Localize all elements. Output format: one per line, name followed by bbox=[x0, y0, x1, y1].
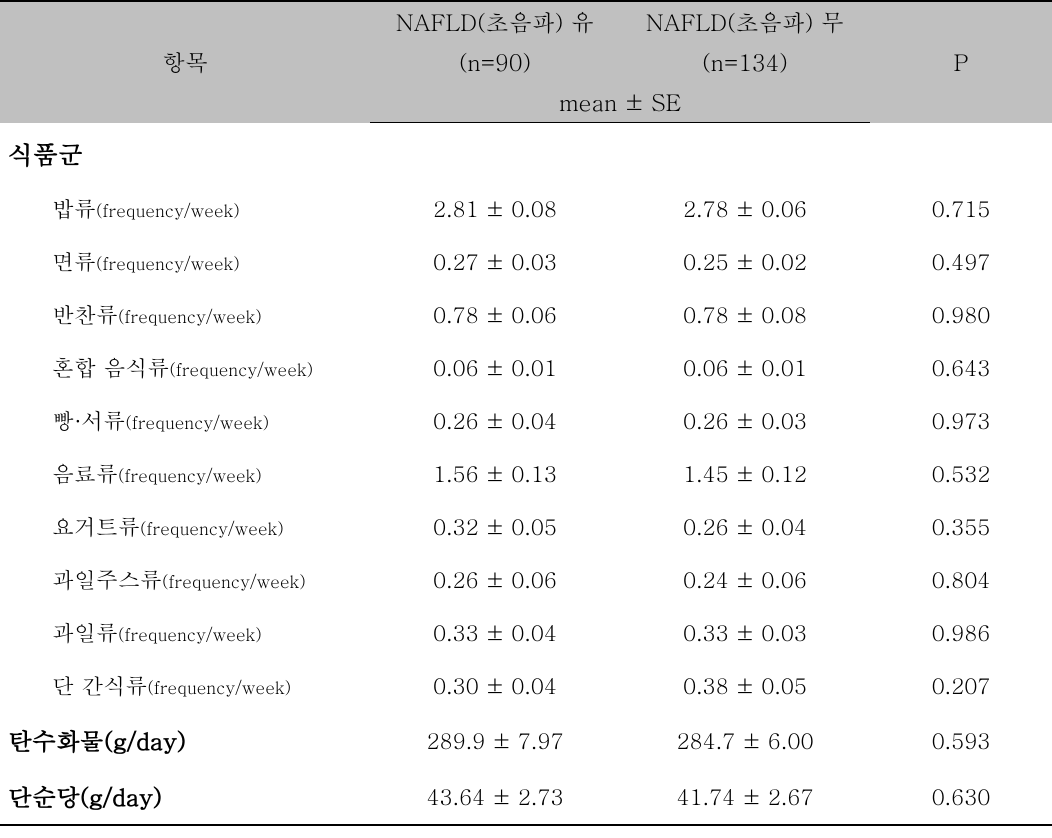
summary-row: 단순당(g/day) 43.64 ± 2.73 41.74 ± 2.67 0.6… bbox=[0, 768, 1052, 825]
row-p-value: 0.980 bbox=[870, 288, 1052, 341]
summary-group2-value: 284.7 ± 6.00 bbox=[620, 712, 870, 768]
row-group2-value: 0.25 ± 0.02 bbox=[620, 235, 870, 288]
row-item-name: 음료류(frequency/week) bbox=[0, 447, 370, 500]
row-group1-value: 0.27 ± 0.03 bbox=[370, 235, 620, 288]
header-mean-se: mean ± SE bbox=[370, 82, 870, 123]
row-group2-value: 1.45 ± 0.12 bbox=[620, 447, 870, 500]
row-group2-value: 0.26 ± 0.03 bbox=[620, 394, 870, 447]
row-group1-value: 0.78 ± 0.06 bbox=[370, 288, 620, 341]
section-row: 식품군 bbox=[0, 123, 1052, 183]
row-p-value: 0.986 bbox=[870, 606, 1052, 659]
row-group1-value: 0.26 ± 0.06 bbox=[370, 553, 620, 606]
row-p-value: 0.532 bbox=[870, 447, 1052, 500]
data-table: 항목 NAFLD(초음파) 유 NAFLD(초음파) 무 P (n=90) (n… bbox=[0, 0, 1052, 826]
table-row: 과일주스류(frequency/week) 0.26 ± 0.06 0.24 ±… bbox=[0, 553, 1052, 606]
summary-group1-value: 43.64 ± 2.73 bbox=[370, 768, 620, 825]
row-item-name: 과일주스류(frequency/week) bbox=[0, 553, 370, 606]
row-group1-value: 2.81 ± 0.08 bbox=[370, 182, 620, 235]
row-group2-value: 0.38 ± 0.05 bbox=[620, 659, 870, 712]
row-item-name: 빵·서류(frequency/week) bbox=[0, 394, 370, 447]
row-p-value: 0.643 bbox=[870, 341, 1052, 394]
row-group2-value: 0.33 ± 0.03 bbox=[620, 606, 870, 659]
row-group1-value: 0.32 ± 0.05 bbox=[370, 500, 620, 553]
table-row: 단 간식류(frequency/week) 0.30 ± 0.04 0.38 ±… bbox=[0, 659, 1052, 712]
summary-group1-value: 289.9 ± 7.97 bbox=[370, 712, 620, 768]
table-row: 혼합 음식류(frequency/week) 0.06 ± 0.01 0.06 … bbox=[0, 341, 1052, 394]
table-row: 음료류(frequency/week) 1.56 ± 0.13 1.45 ± 0… bbox=[0, 447, 1052, 500]
row-group2-value: 0.24 ± 0.06 bbox=[620, 553, 870, 606]
header-item: 항목 bbox=[0, 1, 370, 123]
row-item-name: 면류(frequency/week) bbox=[0, 235, 370, 288]
row-group1-value: 0.26 ± 0.04 bbox=[370, 394, 620, 447]
table-row: 빵·서류(frequency/week) 0.26 ± 0.04 0.26 ± … bbox=[0, 394, 1052, 447]
table-row: 반찬류(frequency/week) 0.78 ± 0.06 0.78 ± 0… bbox=[0, 288, 1052, 341]
table-row: 면류(frequency/week) 0.27 ± 0.03 0.25 ± 0.… bbox=[0, 235, 1052, 288]
section-label: 식품군 bbox=[0, 123, 1052, 183]
row-p-value: 0.804 bbox=[870, 553, 1052, 606]
row-item-name: 반찬류(frequency/week) bbox=[0, 288, 370, 341]
table-row: 과일류(frequency/week) 0.33 ± 0.04 0.33 ± 0… bbox=[0, 606, 1052, 659]
row-item-name: 요거트류(frequency/week) bbox=[0, 500, 370, 553]
row-group2-value: 0.26 ± 0.04 bbox=[620, 500, 870, 553]
header-group2-line1: NAFLD(초음파) 무 bbox=[620, 1, 870, 42]
row-group2-value: 0.06 ± 0.01 bbox=[620, 341, 870, 394]
table-body: 식품군 밥류(frequency/week) 2.81 ± 0.08 2.78 … bbox=[0, 123, 1052, 826]
row-item-name: 밥류(frequency/week) bbox=[0, 182, 370, 235]
summary-group2-value: 41.74 ± 2.67 bbox=[620, 768, 870, 825]
row-group1-value: 0.33 ± 0.04 bbox=[370, 606, 620, 659]
header-group2-line2: (n=134) bbox=[620, 42, 870, 82]
row-p-value: 0.355 bbox=[870, 500, 1052, 553]
summary-p-value: 0.593 bbox=[870, 712, 1052, 768]
table-row: 요거트류(frequency/week) 0.32 ± 0.05 0.26 ± … bbox=[0, 500, 1052, 553]
summary-p-value: 0.630 bbox=[870, 768, 1052, 825]
row-group1-value: 1.56 ± 0.13 bbox=[370, 447, 620, 500]
row-group1-value: 0.30 ± 0.04 bbox=[370, 659, 620, 712]
row-item-name: 단 간식류(frequency/week) bbox=[0, 659, 370, 712]
row-group2-value: 2.78 ± 0.06 bbox=[620, 182, 870, 235]
row-group2-value: 0.78 ± 0.08 bbox=[620, 288, 870, 341]
summary-row: 탄수화물(g/day) 289.9 ± 7.97 284.7 ± 6.00 0.… bbox=[0, 712, 1052, 768]
header-p: P bbox=[870, 1, 1052, 123]
row-item-name: 혼합 음식류(frequency/week) bbox=[0, 341, 370, 394]
summary-name: 탄수화물(g/day) bbox=[0, 712, 370, 768]
row-p-value: 0.497 bbox=[870, 235, 1052, 288]
row-p-value: 0.715 bbox=[870, 182, 1052, 235]
table-row: 밥류(frequency/week) 2.81 ± 0.08 2.78 ± 0.… bbox=[0, 182, 1052, 235]
row-item-name: 과일류(frequency/week) bbox=[0, 606, 370, 659]
row-p-value: 0.973 bbox=[870, 394, 1052, 447]
table-header: 항목 NAFLD(초음파) 유 NAFLD(초음파) 무 P (n=90) (n… bbox=[0, 1, 1052, 123]
row-group1-value: 0.06 ± 0.01 bbox=[370, 341, 620, 394]
header-group1-line1: NAFLD(초음파) 유 bbox=[370, 1, 620, 42]
row-p-value: 0.207 bbox=[870, 659, 1052, 712]
header-group1-line2: (n=90) bbox=[370, 42, 620, 82]
summary-name: 단순당(g/day) bbox=[0, 768, 370, 825]
